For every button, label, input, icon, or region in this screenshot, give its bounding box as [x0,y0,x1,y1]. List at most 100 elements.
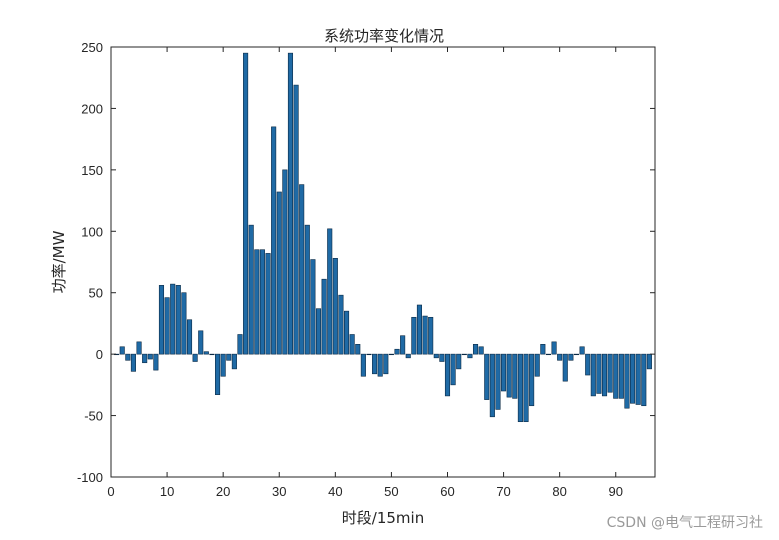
bar-33 [293,84,299,355]
bar-80 [557,353,563,361]
bar-67 [484,353,490,400]
x-tick-label: 0 [107,484,114,499]
bar-76 [534,353,540,377]
bar-72 [512,353,518,399]
bar-18 [209,353,215,356]
bar-36 [310,259,316,355]
bar-46 [366,353,372,356]
bar-2 [119,346,125,355]
bar-58 [433,353,439,359]
x-axis-ticks: 0 10 20 30 40 50 60 70 80 90 [107,47,623,499]
bar-37 [315,308,322,355]
bar-29 [271,126,277,355]
bar-27 [259,249,265,355]
bar-5 [136,341,142,355]
y-tick-label: 50 [89,286,103,301]
bar-81 [562,353,568,382]
y-axis-ticks: -100 -50 0 50 100 150 200 250 [77,40,655,485]
bar-96 [646,353,652,370]
watermark: CSDN @电气工程研习社 [606,515,763,531]
bar-93 [630,353,636,404]
bar-4 [130,353,136,372]
bar-68 [489,353,495,418]
y-tick-label: 200 [81,101,103,116]
x-tick-label: 50 [384,484,398,499]
y-tick-label: -50 [84,409,103,424]
x-tick-label: 40 [328,484,342,499]
bar-6 [142,353,148,364]
bar-23 [237,334,243,355]
bar-16 [198,330,204,355]
bar-21 [226,353,232,361]
bar-86 [590,353,596,397]
bar-49 [383,353,389,375]
bar-91 [618,353,624,399]
bar-25 [248,224,254,355]
bar-90 [613,353,619,399]
bar-94 [635,353,641,405]
plot-frame [110,46,656,478]
bar-82 [568,353,574,361]
bar-79 [551,341,557,355]
bar-83 [573,353,580,356]
bar-85 [585,353,591,376]
y-axis-label: 功率/MW [50,230,68,293]
bar-32 [287,52,294,355]
bar-19 [215,353,221,395]
bar-31 [282,169,288,355]
bar-35 [304,224,310,355]
bar-3 [125,353,131,361]
bar-22 [231,353,237,370]
bar-8 [153,353,159,371]
bar-43 [349,334,355,355]
bar-53 [405,353,411,359]
bar-77 [540,344,546,355]
bar-42 [343,310,350,355]
bar-52 [400,335,406,355]
bar-47 [372,353,378,375]
bar-60 [444,353,451,397]
bar-41 [338,294,344,355]
bar-92 [624,353,630,409]
bar-9 [158,285,165,355]
bar-64 [467,353,473,359]
bar-57 [428,316,434,355]
y-tick-label: -100 [77,470,103,485]
bar-34 [299,184,305,355]
bar-28 [265,253,271,355]
bar-51 [394,348,400,355]
x-tick-label: 30 [272,484,286,499]
bar-48 [377,353,383,377]
bar-56 [422,315,428,355]
bar-14 [186,319,193,355]
x-tick-label: 20 [216,484,230,499]
x-tick-label: 90 [609,484,623,499]
chart-title: 系统功率变化情况 [324,27,444,45]
bar-45 [360,353,366,377]
bars-group [114,52,652,423]
x-tick-label: 60 [440,484,454,499]
bar-70 [501,353,507,392]
bar-39 [327,228,333,355]
bar-55 [416,304,422,355]
bar-7 [147,353,153,360]
bar-11 [170,283,176,355]
bar-17 [203,351,209,355]
bar-74 [523,353,529,423]
bar-62 [456,353,462,370]
bar-73 [517,353,523,423]
bar-75 [529,353,535,407]
bar-65 [472,344,479,355]
bar-69 [495,353,501,410]
bar-66 [478,346,484,355]
bar-40 [332,258,338,355]
bar-95 [641,353,647,407]
bar-44 [355,344,361,355]
bar-84 [579,346,585,355]
bar-12 [175,285,181,355]
bar-20 [220,353,226,377]
y-tick-label: 250 [81,40,103,55]
bar-59 [439,353,445,362]
x-axis-label: 时段/15min [342,509,424,527]
y-tick-label: 0 [96,347,103,362]
